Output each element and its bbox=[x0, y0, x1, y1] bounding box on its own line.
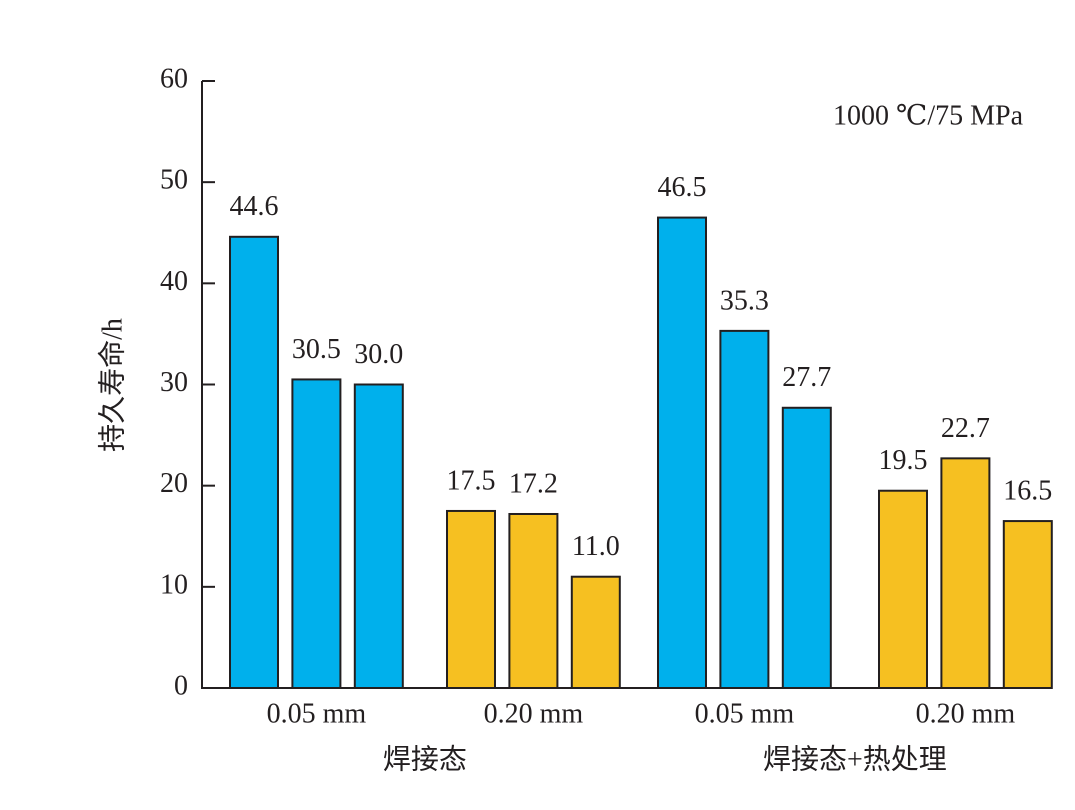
bar bbox=[1002, 520, 1053, 690]
bar bbox=[508, 512, 559, 690]
y-tick-label: 60 bbox=[160, 63, 188, 94]
x-tick-label: 0.20 mm bbox=[484, 698, 584, 729]
value-label: 44.6 bbox=[230, 191, 279, 222]
y-tick-label: 30 bbox=[160, 367, 188, 398]
value-label: 17.2 bbox=[509, 468, 558, 499]
bar bbox=[940, 457, 991, 689]
value-label: 27.7 bbox=[782, 362, 831, 393]
y-tick-label: 0 bbox=[174, 670, 188, 701]
y-tick-label: 20 bbox=[160, 468, 188, 499]
bar bbox=[878, 489, 928, 689]
bar bbox=[446, 509, 496, 690]
value-label: 46.5 bbox=[658, 172, 707, 203]
value-label: 11.0 bbox=[572, 531, 620, 562]
y-tick-label: 40 bbox=[160, 266, 188, 297]
group-label: 焊接态 bbox=[383, 743, 467, 775]
bar bbox=[781, 406, 832, 689]
x-tick-label: 0.05 mm bbox=[267, 698, 367, 729]
value-label: 17.5 bbox=[447, 465, 496, 496]
bar bbox=[353, 383, 404, 689]
value-label: 22.7 bbox=[941, 413, 990, 444]
value-label: 30.5 bbox=[292, 334, 341, 365]
value-label: 30.0 bbox=[354, 339, 403, 370]
group-label: 焊接态+热处理 bbox=[763, 743, 947, 775]
bar bbox=[657, 216, 707, 689]
value-label: 16.5 bbox=[1003, 475, 1052, 506]
y-axis-label: 持久寿命/h bbox=[96, 318, 128, 452]
y-tick-label: 50 bbox=[160, 165, 188, 196]
y-tick-label: 10 bbox=[160, 569, 188, 600]
bar bbox=[229, 235, 279, 689]
bar bbox=[291, 378, 342, 689]
bar bbox=[719, 329, 770, 689]
annotation: 1000 ℃/75 MPa bbox=[833, 100, 1024, 131]
x-tick-label: 0.05 mm bbox=[695, 698, 795, 729]
bar bbox=[570, 575, 621, 690]
value-label: 19.5 bbox=[879, 445, 928, 476]
x-tick-label: 0.20 mm bbox=[916, 698, 1016, 729]
value-label: 35.3 bbox=[720, 285, 769, 316]
